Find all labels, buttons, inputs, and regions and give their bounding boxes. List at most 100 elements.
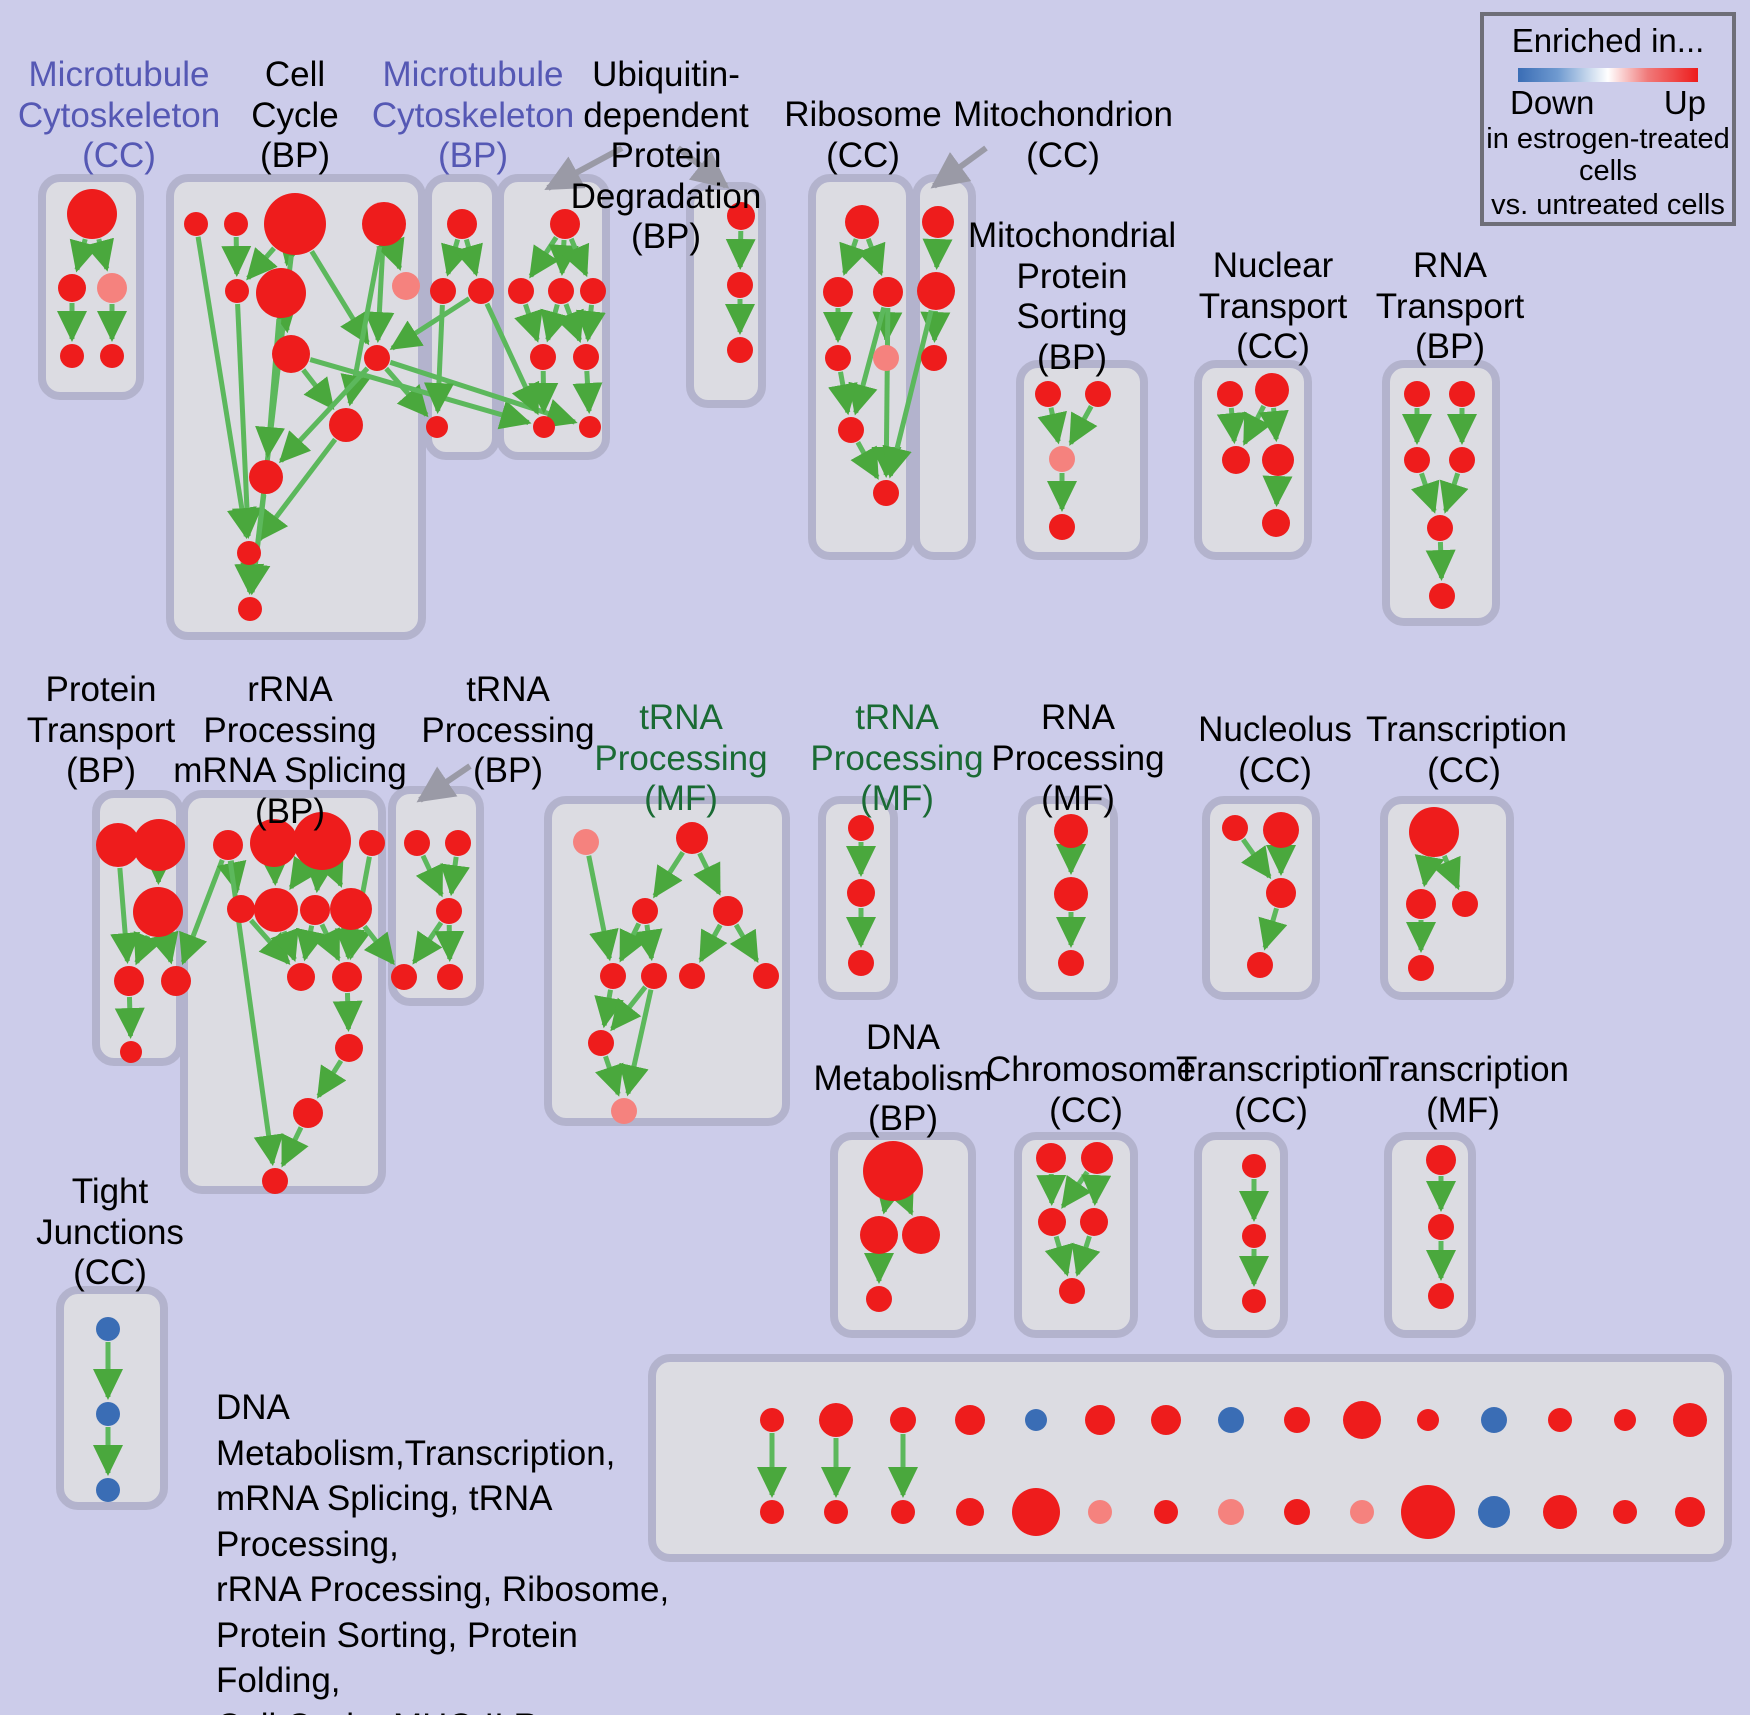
- go-term-node[interactable]: [161, 966, 191, 996]
- go-term-node[interactable]: [272, 335, 310, 373]
- go-term-node[interactable]: [133, 819, 185, 871]
- go-term-node[interactable]: [120, 1041, 142, 1063]
- go-term-node[interactable]: [548, 278, 574, 304]
- go-term-node[interactable]: [238, 597, 262, 621]
- go-term-node[interactable]: [58, 274, 86, 302]
- go-term-node[interactable]: [573, 829, 599, 855]
- go-term-node[interactable]: [1036, 1143, 1066, 1173]
- go-term-node[interactable]: [447, 209, 477, 239]
- go-term-node[interactable]: [60, 344, 84, 368]
- go-term-node[interactable]: [468, 278, 494, 304]
- go-term-node[interactable]: [530, 344, 556, 370]
- go-term-node[interactable]: [676, 822, 708, 854]
- go-term-node[interactable]: [760, 1408, 784, 1432]
- go-term-node[interactable]: [848, 815, 874, 841]
- go-term-node[interactable]: [437, 964, 463, 990]
- go-term-node[interactable]: [1401, 1485, 1455, 1539]
- go-term-node[interactable]: [1262, 444, 1294, 476]
- go-term-node[interactable]: [890, 1407, 916, 1433]
- go-term-node[interactable]: [1088, 1500, 1112, 1524]
- go-term-node[interactable]: [426, 416, 448, 438]
- go-term-node[interactable]: [1428, 1214, 1454, 1240]
- go-term-node[interactable]: [67, 189, 117, 239]
- go-term-node[interactable]: [1085, 1405, 1115, 1435]
- go-term-node[interactable]: [848, 950, 874, 976]
- go-term-node[interactable]: [533, 416, 555, 438]
- go-term-node[interactable]: [1452, 891, 1478, 917]
- go-term-node[interactable]: [1222, 446, 1250, 474]
- go-term-node[interactable]: [364, 345, 390, 371]
- go-term-node[interactable]: [262, 1168, 288, 1194]
- go-term-node[interactable]: [184, 212, 208, 236]
- go-term-node[interactable]: [727, 272, 753, 298]
- go-term-node[interactable]: [760, 1500, 784, 1524]
- go-term-node[interactable]: [1012, 1488, 1060, 1536]
- go-term-node[interactable]: [237, 541, 261, 565]
- go-term-node[interactable]: [955, 1405, 985, 1435]
- go-term-node[interactable]: [1266, 878, 1296, 908]
- go-term-node[interactable]: [332, 962, 362, 992]
- go-term-node[interactable]: [1242, 1289, 1266, 1313]
- go-term-node[interactable]: [300, 895, 330, 925]
- go-term-node[interactable]: [956, 1498, 984, 1526]
- go-term-node[interactable]: [863, 1141, 923, 1201]
- go-term-node[interactable]: [873, 345, 899, 371]
- go-term-node[interactable]: [96, 823, 140, 867]
- go-term-node[interactable]: [249, 460, 283, 494]
- go-term-node[interactable]: [97, 273, 127, 303]
- go-term-node[interactable]: [1426, 1145, 1456, 1175]
- go-term-node[interactable]: [823, 277, 853, 307]
- go-term-node[interactable]: [1284, 1407, 1310, 1433]
- go-term-node[interactable]: [1222, 815, 1248, 841]
- go-term-node[interactable]: [1218, 1499, 1244, 1525]
- go-term-node[interactable]: [1409, 807, 1459, 857]
- go-term-node[interactable]: [1154, 1500, 1178, 1524]
- go-term-node[interactable]: [100, 344, 124, 368]
- go-term-node[interactable]: [1054, 814, 1088, 848]
- go-term-node[interactable]: [1049, 446, 1075, 472]
- go-term-node[interactable]: [1408, 955, 1434, 981]
- go-term-node[interactable]: [873, 480, 899, 506]
- go-term-node[interactable]: [96, 1478, 120, 1502]
- go-term-node[interactable]: [508, 278, 534, 304]
- go-term-node[interactable]: [1151, 1405, 1181, 1435]
- go-term-node[interactable]: [1255, 373, 1289, 407]
- go-term-node[interactable]: [588, 1030, 614, 1056]
- go-term-node[interactable]: [753, 963, 779, 989]
- go-term-node[interactable]: [1343, 1401, 1381, 1439]
- go-term-node[interactable]: [250, 819, 298, 867]
- go-term-node[interactable]: [1404, 381, 1430, 407]
- go-term-node[interactable]: [1217, 381, 1243, 407]
- go-term-node[interactable]: [1427, 515, 1453, 541]
- go-term-node[interactable]: [1247, 952, 1273, 978]
- go-term-node[interactable]: [1449, 447, 1475, 473]
- go-term-node[interactable]: [902, 1216, 940, 1254]
- go-term-node[interactable]: [825, 345, 851, 371]
- go-term-node[interactable]: [1085, 381, 1111, 407]
- go-term-node[interactable]: [1614, 1409, 1636, 1431]
- go-term-node[interactable]: [227, 895, 255, 923]
- go-term-node[interactable]: [254, 888, 298, 932]
- go-term-node[interactable]: [1035, 381, 1061, 407]
- go-term-node[interactable]: [1080, 1208, 1108, 1236]
- go-term-node[interactable]: [362, 202, 406, 246]
- go-term-node[interactable]: [917, 272, 955, 310]
- go-term-node[interactable]: [1049, 514, 1075, 540]
- go-term-node[interactable]: [1673, 1403, 1707, 1437]
- go-term-node[interactable]: [293, 1098, 323, 1128]
- go-term-node[interactable]: [1429, 583, 1455, 609]
- go-term-node[interactable]: [1543, 1495, 1577, 1529]
- go-term-node[interactable]: [1417, 1409, 1439, 1431]
- go-term-node[interactable]: [1350, 1500, 1374, 1524]
- go-term-node[interactable]: [96, 1402, 120, 1426]
- go-term-node[interactable]: [1081, 1142, 1113, 1174]
- go-term-node[interactable]: [359, 830, 385, 856]
- go-term-node[interactable]: [133, 887, 183, 937]
- go-term-node[interactable]: [1263, 812, 1299, 848]
- go-term-node[interactable]: [860, 1216, 898, 1254]
- go-term-node[interactable]: [579, 416, 601, 438]
- go-term-node[interactable]: [873, 277, 903, 307]
- go-term-node[interactable]: [1038, 1208, 1066, 1236]
- go-term-node[interactable]: [824, 1500, 848, 1524]
- go-term-node[interactable]: [727, 202, 755, 230]
